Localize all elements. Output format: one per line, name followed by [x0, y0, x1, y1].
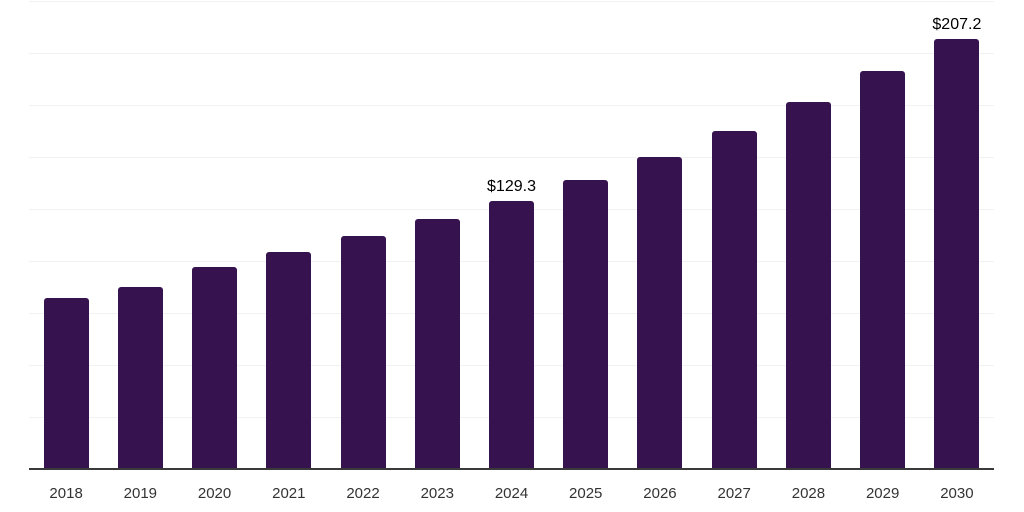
x-tick-2019: 2019 — [123, 485, 158, 502]
bar-2019 — [117, 286, 163, 470]
x-tick-2024: 2024 — [494, 485, 529, 502]
x-tick-2023: 2023 — [420, 485, 454, 502]
bar-2028 — [785, 102, 831, 470]
bar-2018 — [43, 297, 89, 470]
gridline — [29, 157, 994, 158]
bar-2021 — [266, 251, 312, 470]
x-tick-2028: 2028 — [791, 485, 826, 502]
gridline — [29, 105, 994, 106]
x-tick-2018: 2018 — [49, 485, 83, 502]
value-label-2030: $207.2 — [932, 16, 982, 34]
bar-2027 — [711, 130, 757, 470]
x-tick-2027: 2027 — [717, 485, 751, 502]
x-tick-2029: 2029 — [865, 485, 900, 502]
bar-2024 — [489, 201, 534, 470]
bar-2026 — [637, 156, 683, 470]
x-tick-2021: 2021 — [272, 485, 306, 502]
x-tick-2025: 2025 — [569, 485, 603, 502]
x-tick-2030: 2030 — [940, 485, 974, 502]
bar-2020 — [192, 266, 238, 470]
bar-2022 — [340, 236, 386, 470]
value-label-2024: $129.3 — [487, 178, 536, 196]
gridline — [29, 53, 994, 54]
x-tick-2022: 2022 — [346, 485, 380, 502]
bar-2029 — [860, 71, 906, 470]
gridline — [29, 1, 994, 2]
bar-2030 — [934, 39, 980, 470]
x-tick-2020: 2020 — [197, 485, 232, 502]
x-tick-2026: 2026 — [643, 485, 677, 502]
bar-2023 — [414, 219, 460, 470]
bar-2025 — [563, 180, 609, 470]
x-axis-line — [29, 468, 994, 470]
